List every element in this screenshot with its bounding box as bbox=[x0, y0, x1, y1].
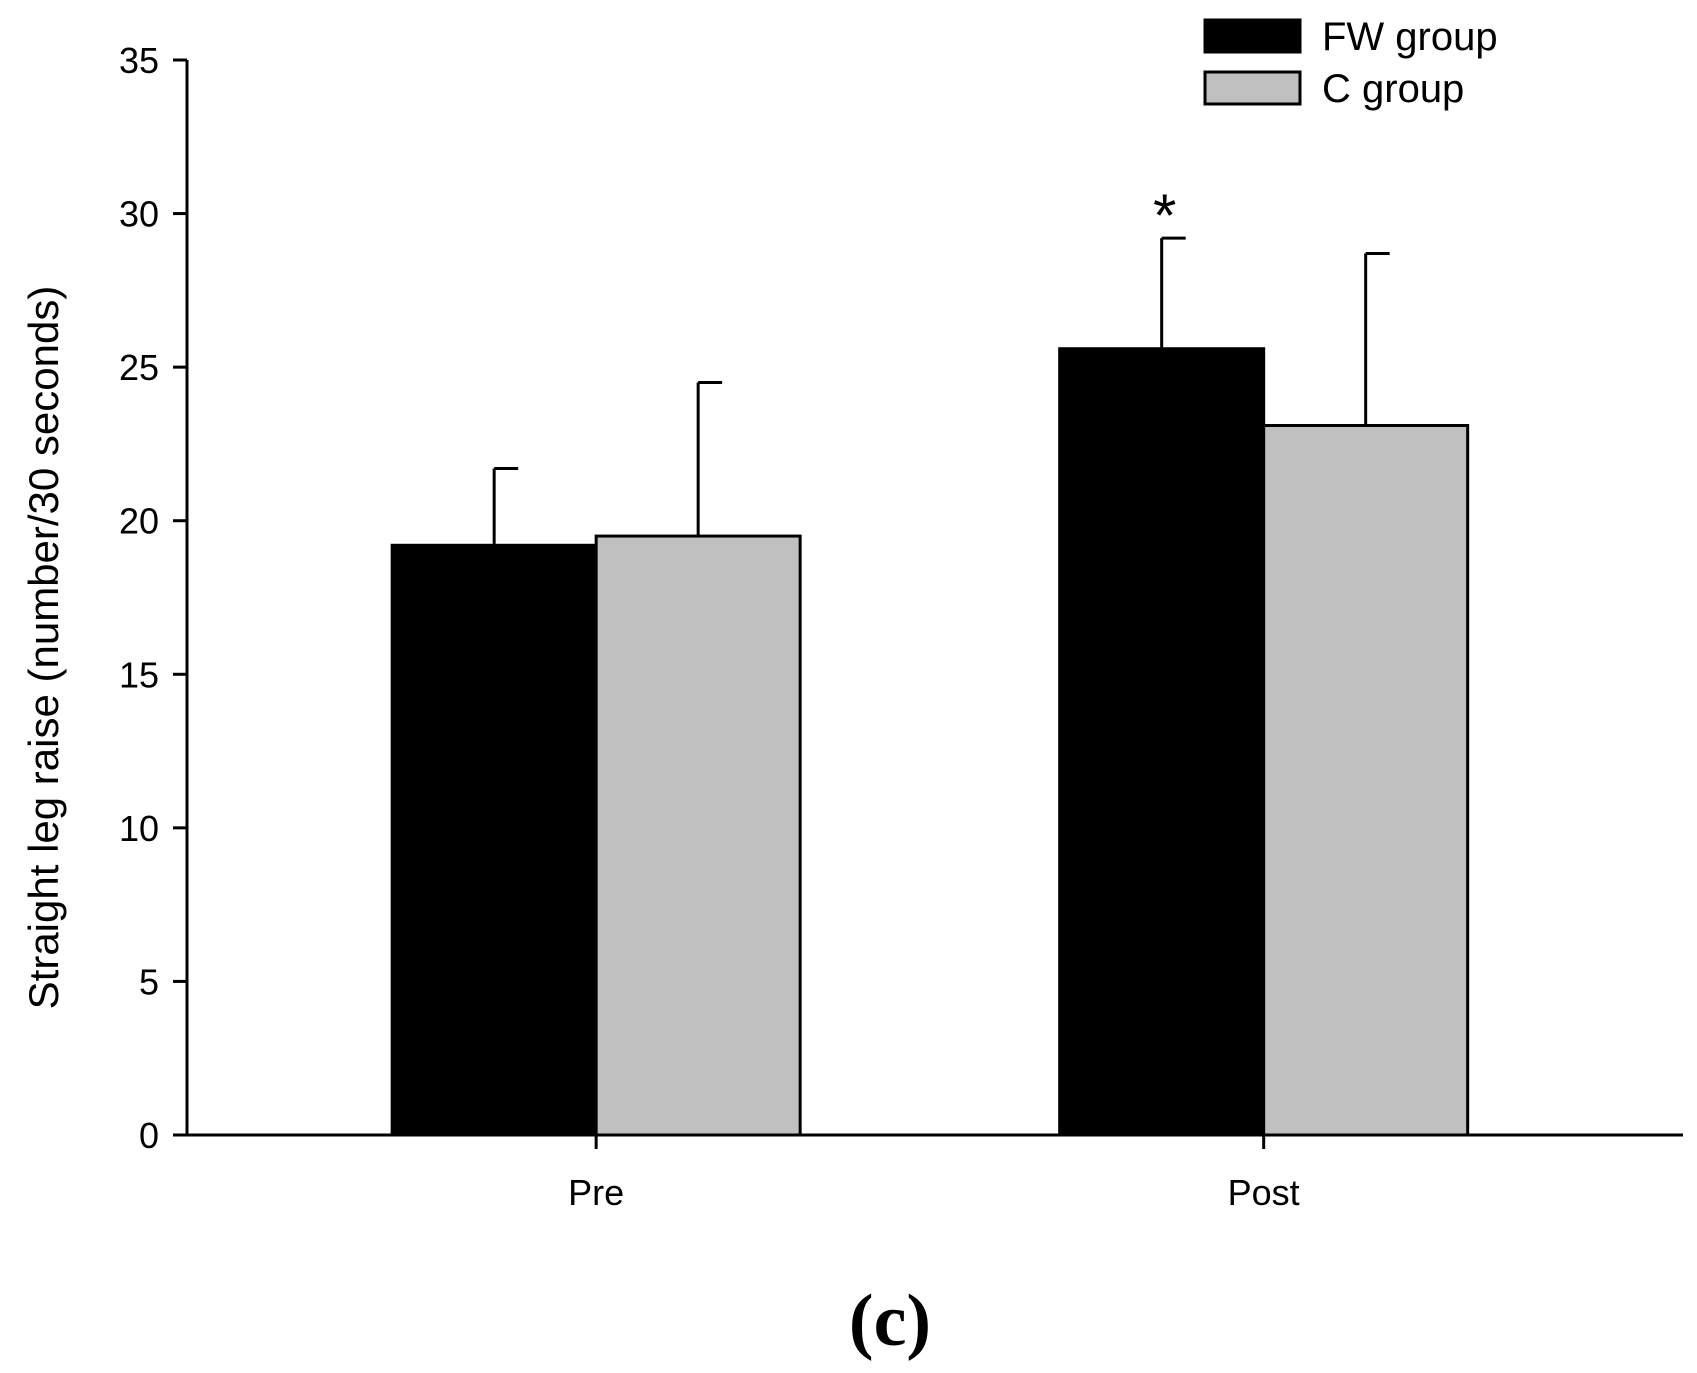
bar-c-group-post bbox=[1262, 424, 1470, 1137]
y-tick-label-5: 5 bbox=[139, 961, 159, 1002]
x-tick-label-post: Post bbox=[1228, 1172, 1300, 1213]
legend: FW group C group bbox=[1203, 15, 1498, 111]
y-tick-label-30: 30 bbox=[119, 194, 159, 235]
legend-swatch-fw-group bbox=[1203, 18, 1302, 54]
legend-label-c-group: C group bbox=[1322, 67, 1464, 111]
legend-swatch-c-group bbox=[1203, 70, 1302, 106]
x-tick-label-pre: Pre bbox=[568, 1172, 624, 1213]
y-tick-label-0: 0 bbox=[139, 1115, 159, 1156]
error-bars-layer bbox=[492, 236, 1390, 546]
panel-label: (c) bbox=[849, 1280, 931, 1362]
axes-layer bbox=[173, 58, 1683, 1149]
y-tick-label-35: 35 bbox=[119, 40, 159, 81]
y-tick-label-20: 20 bbox=[119, 501, 159, 542]
bar-fw-group-post bbox=[1058, 347, 1266, 1137]
y-tick-label-10: 10 bbox=[119, 808, 159, 849]
significance-asterisk: * bbox=[1153, 182, 1176, 249]
text-layer: 0 5 10 15 20 25 30 35 Pre Post bbox=[119, 40, 1300, 1213]
bar-c-group-pre bbox=[594, 534, 802, 1137]
y-tick-label-15: 15 bbox=[119, 654, 159, 695]
y-axis-title: Straight leg raise (number/30 seconds) bbox=[20, 286, 67, 1010]
bars-layer bbox=[390, 347, 1470, 1137]
bar-fw-group-pre bbox=[390, 543, 598, 1137]
legend-label-fw-group: FW group bbox=[1322, 15, 1498, 59]
y-tick-label-25: 25 bbox=[119, 347, 159, 388]
